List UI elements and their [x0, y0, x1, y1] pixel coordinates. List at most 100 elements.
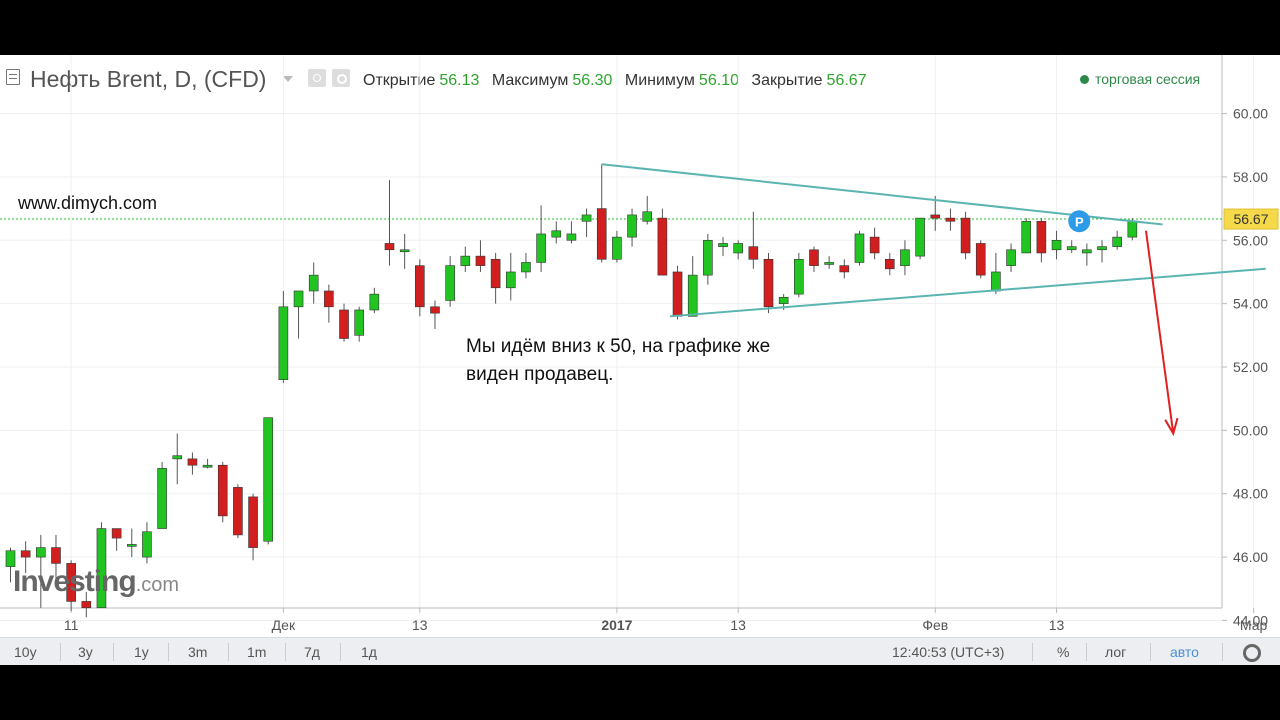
candle-down	[960, 217, 971, 254]
candle-down	[111, 528, 122, 539]
candle-down	[763, 258, 774, 308]
chart-window: Нефть Brent, D, (CFD) Открытие 56.13 Макс…	[0, 55, 1280, 665]
candle-up	[399, 249, 410, 253]
high-value: 56.30	[572, 72, 613, 89]
y-tick-label: 48.00	[1233, 486, 1268, 502]
candle-up	[202, 464, 213, 468]
candle-up	[718, 243, 728, 247]
close-label: Закрытие	[751, 72, 823, 89]
toolbar-divider	[340, 643, 341, 661]
session-status: торговая сессия	[1080, 71, 1200, 87]
candle-down	[475, 255, 486, 266]
range-3m-button[interactable]: 3m	[188, 644, 208, 660]
range-7d-button[interactable]: 7д	[304, 644, 320, 660]
candle-up	[445, 265, 455, 301]
ohlc-readout: Открытие 56.13 Максимум 56.30 Минимум 56.10…	[363, 72, 875, 90]
candle-up	[1021, 220, 1032, 254]
low-value: 56.10	[698, 72, 739, 89]
candle-up	[627, 214, 637, 238]
candle-up	[1006, 249, 1016, 266]
candle-up	[172, 455, 183, 460]
candle-down	[1036, 220, 1047, 254]
candle-down	[430, 306, 440, 314]
candle-down	[415, 265, 425, 308]
candle-up	[157, 468, 167, 529]
candle-up	[536, 233, 546, 263]
candle-up	[794, 258, 804, 295]
last-price-badge	[1223, 208, 1279, 230]
candle-up	[733, 243, 743, 254]
percent-scale-button[interactable]: %	[1057, 644, 1070, 660]
candle-up	[142, 531, 152, 558]
trendline-upper	[601, 163, 1163, 226]
candle-up	[687, 274, 698, 317]
candle-down	[81, 601, 92, 609]
range-10y-button[interactable]: 10y	[14, 644, 37, 660]
candle-down	[187, 458, 198, 466]
candle-up	[36, 547, 46, 558]
x-tick-label: 13	[412, 617, 428, 633]
forecast-arrow-line	[1144, 230, 1175, 434]
candle-up	[1051, 239, 1062, 251]
x-tick-label: Мар	[1240, 617, 1268, 633]
clock-time: 12:40:53	[892, 644, 947, 660]
candle-down	[884, 258, 895, 270]
candle-up	[505, 271, 516, 289]
candle-down	[339, 309, 349, 339]
chevron-down-icon[interactable]	[283, 76, 293, 82]
candle-down	[809, 249, 819, 266]
watermark-text: www.dimych.com	[18, 193, 158, 213]
candle-down	[233, 487, 243, 536]
y-tick-label: 52.00	[1233, 359, 1268, 375]
toolbar-divider	[1150, 643, 1151, 661]
candle-up	[1127, 220, 1138, 238]
candle-down	[248, 496, 258, 548]
clock-readout: 12:40:53 (UTC+3)	[892, 644, 1004, 660]
eye-icon[interactable]	[308, 69, 326, 87]
settings-gear-icon[interactable]	[1243, 644, 1261, 662]
investing-logo: Investing.com	[13, 565, 179, 599]
x-tick-label: 13	[730, 617, 746, 633]
logo-domain: .com	[135, 574, 180, 596]
gear-icon[interactable]	[332, 69, 350, 87]
symbol-title[interactable]: Нефть Brent, D, (CFD)	[30, 66, 267, 92]
toolbar-divider	[168, 643, 169, 661]
log-scale-button[interactable]: лог	[1105, 644, 1127, 660]
range-1d-button[interactable]: 1д	[361, 644, 377, 660]
candle-down	[748, 246, 759, 260]
y-tick-label: 58.00	[1233, 169, 1268, 185]
p-marker-label: P	[1075, 214, 1084, 229]
candle-down	[596, 208, 607, 260]
candle-up	[854, 233, 865, 263]
auto-scale-button[interactable]: авто	[1170, 644, 1199, 660]
price-chart[interactable]: 44.00 46.00 48.00 50.00 52.00 54.00 56.00 58.00…	[0, 55, 1280, 637]
range-1m-button[interactable]: 1m	[247, 644, 267, 660]
trendline-lower	[669, 267, 1266, 318]
candle-down	[672, 271, 683, 317]
candle-up	[293, 290, 304, 308]
y-tick-label: 60.00	[1233, 106, 1268, 122]
toolbar-divider	[60, 643, 61, 661]
candle-down	[20, 550, 31, 558]
chart-header: Нефть Brent, D, (CFD) Открытие 56.13 Макс…	[0, 55, 1222, 105]
symbol-list-icon[interactable]	[6, 69, 20, 85]
candle-down	[945, 217, 956, 222]
y-tick-label: 56.00	[1233, 232, 1268, 248]
last-price-label: 56.67	[1233, 211, 1268, 227]
p-marker-icon	[1068, 210, 1091, 233]
range-1y-button[interactable]: 1y	[134, 644, 149, 660]
candle-up	[354, 309, 364, 336]
candle-up	[551, 230, 562, 238]
candle-down	[490, 258, 501, 289]
x-tick-label: 2017	[601, 617, 632, 633]
clock-timezone: (UTC+3)	[950, 644, 1005, 660]
candle-up	[1097, 246, 1107, 251]
candle-up	[915, 217, 925, 257]
high-label: Максимум	[491, 72, 569, 89]
x-tick-label: 13	[1049, 617, 1065, 633]
y-tick-label: 50.00	[1233, 422, 1268, 438]
candle-up	[369, 293, 380, 311]
candle-up	[581, 214, 592, 222]
candle-up	[1066, 246, 1077, 251]
range-3y-button[interactable]: 3y	[78, 644, 93, 660]
